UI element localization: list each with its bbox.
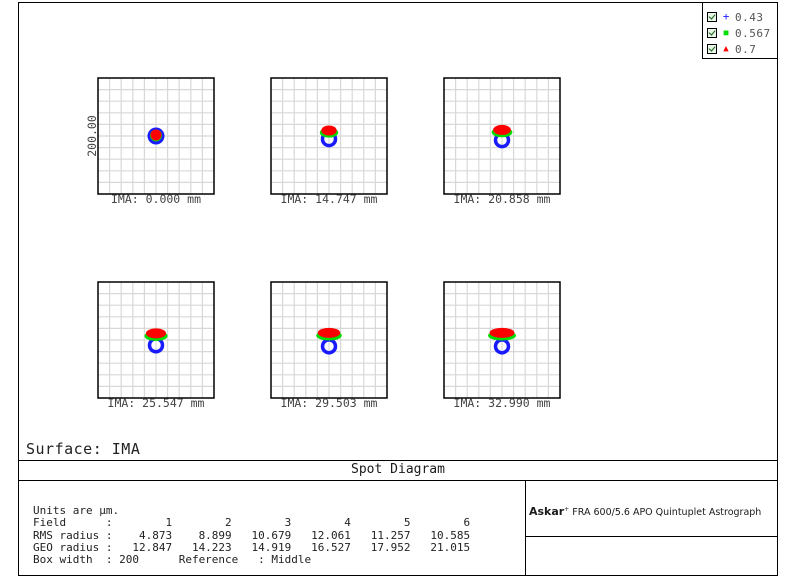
spot-plot-1: IMA: 0.000 mm xyxy=(97,77,215,206)
spot-red xyxy=(145,328,167,339)
spot-plot-4: IMA: 25.547 mm xyxy=(97,281,215,410)
legend-label: 0.7 xyxy=(735,42,757,56)
brand-rest: FRA 600/5.6 APO Quintuplet Astrograph xyxy=(569,507,762,518)
legend-label: 0.43 xyxy=(735,10,764,24)
brand-name: Askar xyxy=(529,505,565,518)
surface-label: Surface: IMA xyxy=(26,440,141,458)
field-label: IMA: 25.547 mm xyxy=(108,396,205,410)
checkbox-icon[interactable] xyxy=(707,28,717,38)
stats-block: Units are µm. Field : 1 2 3 4 5 6 RMS ra… xyxy=(33,504,471,567)
spot-red xyxy=(493,124,511,135)
spot-plot-3: IMA: 20.858 mm xyxy=(443,77,561,206)
spot-red xyxy=(489,327,515,338)
plot-frame xyxy=(18,2,778,576)
divider xyxy=(18,480,778,481)
spot-red xyxy=(321,125,337,136)
divider xyxy=(525,536,778,537)
triangle-icon: ▲ xyxy=(723,44,729,54)
legend-item-0[interactable]: + 0.43 xyxy=(707,10,764,24)
checkbox-icon[interactable] xyxy=(707,44,717,54)
plus-icon: + xyxy=(722,10,730,23)
plot-box xyxy=(270,77,388,195)
plot-box xyxy=(443,281,561,399)
legend-label: 0.567 xyxy=(735,26,771,40)
legend: + 0.43 ■ 0.567 ▲ 0.7 xyxy=(702,2,778,59)
spot-red xyxy=(150,129,162,141)
legend-item-2[interactable]: ▲ 0.7 xyxy=(707,42,756,56)
divider xyxy=(525,480,526,576)
spot-plot-6: IMA: 32.990 mm xyxy=(443,281,561,410)
rms-row: RMS radius : 4.873 8.899 10.679 12.061 1… xyxy=(33,528,471,542)
plot-box xyxy=(97,77,215,195)
plot-box xyxy=(97,281,215,399)
spot-diagram-plots: IMA: 0.000 mm IMA: 14.747 mm IMA: 20.858 m… xyxy=(85,77,561,410)
field-label: IMA: 0.000 mm xyxy=(111,192,201,206)
checkbox-icon[interactable] xyxy=(707,12,717,22)
brand-label: Askar+ FRA 600/5.6 APO Quintuplet Astrog… xyxy=(529,505,762,518)
spot-plot-2: IMA: 14.747 mm xyxy=(270,77,388,206)
legend-item-1[interactable]: ■ 0.567 xyxy=(707,26,771,40)
diagram-title: Spot Diagram xyxy=(351,462,445,477)
geo-row: GEO radius : 12.847 14.223 14.919 16.527… xyxy=(33,540,471,554)
field-label: IMA: 29.503 mm xyxy=(281,396,378,410)
spot-plot-5: IMA: 29.503 mm xyxy=(270,281,388,410)
field-label: IMA: 14.747 mm xyxy=(281,192,378,206)
plot-box xyxy=(270,281,388,399)
plot-box xyxy=(443,77,561,195)
divider xyxy=(18,460,778,461)
field-label: IMA: 20.858 mm xyxy=(454,192,551,206)
units-text: Units are µm. xyxy=(33,504,120,517)
box-row: Box width : 200 Reference : Middle xyxy=(33,553,312,567)
spot-red xyxy=(317,327,341,338)
scale-label: 200.00 xyxy=(85,115,99,157)
field-label: IMA: 32.990 mm xyxy=(454,396,551,410)
field-row: Field : 1 2 3 4 5 6 xyxy=(33,516,471,530)
square-icon: ■ xyxy=(723,28,729,37)
